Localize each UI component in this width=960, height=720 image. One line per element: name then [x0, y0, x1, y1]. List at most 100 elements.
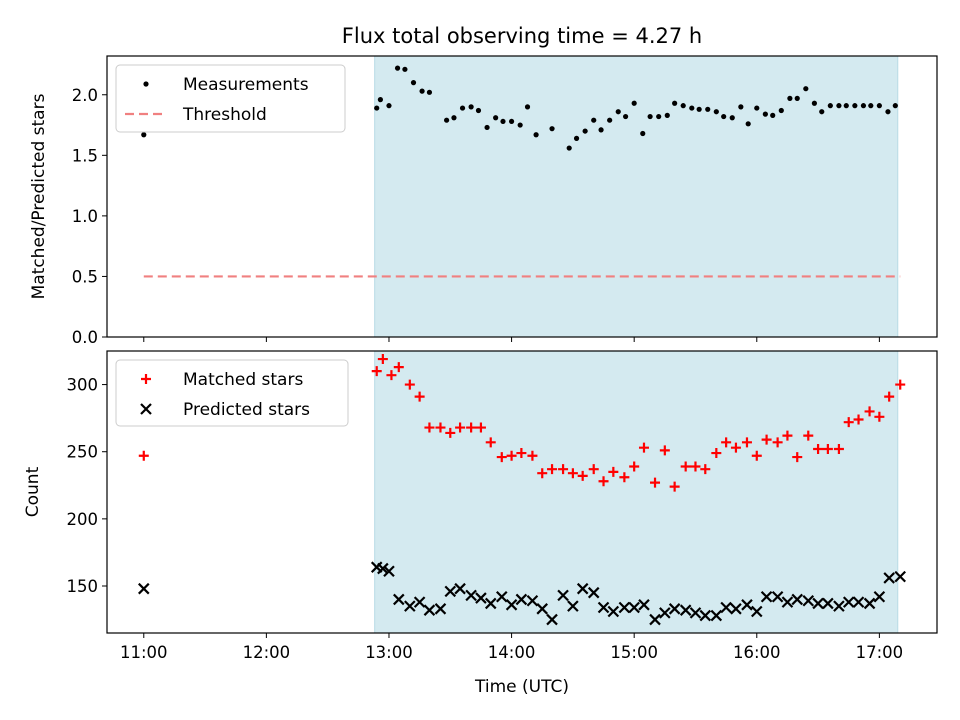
- data-point: [762, 111, 768, 117]
- data-point: [451, 115, 457, 121]
- data-point: [577, 470, 588, 481]
- data-point: [371, 366, 382, 377]
- data-point: [751, 605, 763, 618]
- data-point: [138, 450, 149, 461]
- data-point: [591, 117, 597, 123]
- data-point: [802, 594, 815, 607]
- y-tick-label: 0.0: [72, 328, 98, 347]
- data-point: [669, 481, 680, 492]
- data-point: [459, 105, 466, 111]
- x-tick-label: 12:00: [243, 643, 291, 662]
- data-point: [754, 105, 760, 111]
- data-point: [468, 104, 474, 110]
- data-point: [393, 593, 405, 606]
- data-point: [607, 117, 613, 123]
- data-point: [843, 417, 854, 428]
- x-axis-label: Time (UTC): [474, 677, 569, 697]
- data-point: [860, 103, 867, 109]
- data-point: [377, 354, 388, 365]
- data-point: [419, 88, 425, 94]
- data-point: [720, 601, 732, 614]
- data-point: [700, 464, 711, 475]
- data-point: [524, 104, 531, 110]
- data-point: [892, 103, 898, 109]
- data-point: [402, 66, 408, 72]
- data-point: [853, 414, 864, 425]
- data-point: [424, 422, 435, 433]
- x-tick-label: 16:00: [733, 643, 781, 662]
- data-point: [557, 589, 569, 602]
- data-point: [622, 113, 629, 120]
- data-point: [772, 437, 783, 448]
- data-point: [537, 468, 548, 479]
- data-point: [778, 107, 784, 114]
- data-point: [615, 109, 621, 115]
- data-point: [414, 391, 425, 402]
- data-point: [475, 107, 482, 114]
- data-point: [659, 445, 670, 456]
- data-point: [822, 444, 833, 455]
- data-point: [404, 600, 416, 612]
- data-point: [608, 466, 619, 477]
- data-point: [638, 442, 649, 453]
- data-point: [533, 132, 539, 138]
- data-point: [597, 601, 610, 614]
- x-tick-label: 15:00: [610, 643, 658, 662]
- data-point: [484, 124, 490, 131]
- data-point: [588, 464, 599, 475]
- data-point: [833, 444, 844, 455]
- data-point: [751, 450, 762, 461]
- data-point: [573, 135, 580, 141]
- data-point: [811, 100, 818, 106]
- data-point: [517, 122, 523, 128]
- data-point: [792, 452, 803, 463]
- data-point: [864, 406, 875, 417]
- data-point: [567, 468, 578, 479]
- y-tick-label: 0.5: [72, 267, 98, 286]
- data-point: [876, 103, 882, 109]
- y-tick-label: 2.0: [72, 86, 98, 105]
- data-point: [721, 113, 727, 120]
- data-point: [745, 121, 751, 127]
- data-point: [699, 609, 712, 622]
- y-tick-label: 1.5: [72, 146, 98, 165]
- data-point: [803, 430, 814, 441]
- data-point: [760, 590, 773, 603]
- data-point: [868, 103, 874, 109]
- data-point: [884, 391, 895, 402]
- data-point: [822, 597, 834, 610]
- x-tick-label: 17:00: [856, 643, 904, 662]
- data-point: [410, 80, 417, 86]
- data-point: [455, 422, 466, 433]
- observing-window-band: [374, 350, 899, 634]
- data-point: [527, 450, 538, 461]
- data-point: [495, 590, 508, 603]
- legend-label: Predicted stars: [183, 400, 310, 420]
- data-point: [516, 448, 527, 459]
- data-point: [819, 109, 825, 115]
- data-point: [730, 442, 741, 453]
- data-point: [629, 461, 640, 472]
- data-point: [650, 477, 661, 488]
- data-point: [475, 422, 486, 433]
- data-point: [721, 437, 732, 448]
- data-point: [500, 118, 506, 125]
- data-point: [812, 597, 824, 610]
- data-point: [741, 599, 753, 611]
- data-point: [466, 422, 477, 433]
- data-point: [827, 103, 833, 109]
- plot-frame: [106, 55, 938, 338]
- data-point: [444, 117, 450, 123]
- data-point: [493, 115, 499, 121]
- data-point: [526, 594, 539, 607]
- data-point: [761, 434, 772, 445]
- legend-swatch: [140, 403, 152, 415]
- data-point: [386, 103, 392, 109]
- y-axis-label: Matched/Predicted stars: [29, 93, 49, 299]
- data-point: [672, 100, 678, 106]
- panel-counts: 150 200 250 300 11:00 12:00 13:00 14:00 15:00 16:…: [23, 350, 938, 662]
- data-point: [484, 597, 497, 610]
- legend-label: Threshold: [182, 105, 267, 125]
- data-point: [628, 601, 640, 614]
- data-point: [690, 461, 701, 472]
